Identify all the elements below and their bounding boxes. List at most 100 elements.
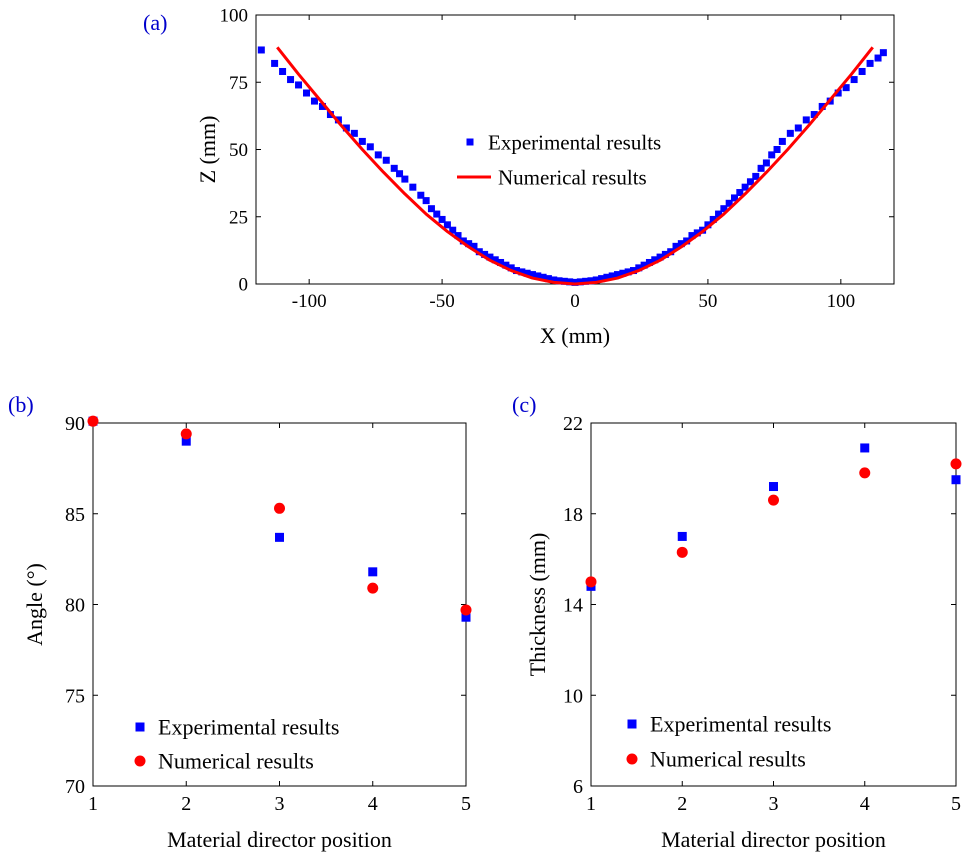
x-tick-label: 0 — [570, 291, 580, 312]
data-point-square — [810, 111, 818, 119]
data-point-square — [534, 272, 542, 280]
data-point-square — [818, 102, 826, 110]
y-tick-label: 25 — [229, 207, 248, 228]
data-point-square — [640, 261, 648, 269]
chart-b: 1 2 3 4 5 70 75 80 85 90 Material director positio… — [22, 413, 472, 852]
data-point-square — [715, 210, 723, 218]
data-point-circle — [768, 494, 779, 506]
data-point-square — [677, 531, 687, 541]
data-point-square — [683, 237, 691, 245]
y-tick-label: 18 — [563, 504, 583, 526]
legend-square-swatch — [466, 138, 474, 146]
data-point-square — [614, 271, 622, 279]
data-point-square — [587, 277, 595, 285]
data-point-square — [741, 183, 749, 191]
legend: Experimental results Numerical results — [134, 715, 339, 774]
series-experimental — [586, 443, 961, 591]
data-point-circle — [274, 502, 285, 514]
data-point-square — [271, 59, 279, 67]
data-point-square — [409, 183, 417, 191]
x-tick-label: 5 — [951, 793, 961, 815]
legend-label: Numerical results — [158, 749, 314, 774]
data-point-square — [443, 221, 451, 229]
data-point-square — [310, 97, 318, 105]
data-point-square — [374, 151, 382, 159]
data-point-square — [850, 76, 858, 84]
x-tick-label: 5 — [461, 793, 471, 815]
x-tick-label: 4 — [860, 793, 870, 815]
y-tick-label: 6 — [573, 776, 583, 798]
data-point-square — [497, 258, 505, 266]
data-point-square — [624, 268, 632, 276]
data-point-square — [603, 273, 611, 281]
data-point-square — [491, 256, 499, 264]
data-point-square — [427, 205, 435, 213]
y-tick-label: 70 — [65, 776, 85, 798]
data-point-square — [502, 261, 510, 269]
data-point-square — [951, 475, 961, 485]
data-point-square — [279, 67, 287, 75]
data-point-square — [433, 210, 441, 218]
data-point-square — [342, 124, 350, 132]
x-tick-label: 1 — [586, 793, 596, 815]
data-point-square — [762, 159, 770, 167]
legend-label: Experimental results — [488, 130, 661, 154]
x-tick-label: 1 — [88, 793, 98, 815]
data-point-square — [465, 240, 473, 248]
y-tick-label: 50 — [229, 140, 248, 161]
data-point-square — [874, 54, 882, 62]
data-point-circle — [460, 604, 472, 616]
data-point-square — [693, 229, 701, 237]
data-point-square — [470, 242, 478, 250]
data-point-square — [475, 248, 483, 256]
x-axis-label: Material director position — [167, 827, 392, 852]
data-point-square — [731, 194, 738, 202]
data-point-square — [358, 137, 366, 145]
x-tick-label: 3 — [275, 793, 285, 815]
data-point-square — [257, 46, 265, 54]
x-axis-label: X (mm) — [540, 323, 610, 348]
data-point-square — [866, 59, 874, 67]
legend-label: Numerical results — [650, 747, 806, 772]
data-point-square — [778, 137, 786, 145]
data-point-square — [757, 164, 765, 172]
chart-a: -100 -50 0 50 100 0 25 50 75 100 X (mm) Z (mm) Exper… — [195, 6, 895, 348]
y-tick-label: 75 — [65, 685, 85, 707]
data-point-square — [768, 151, 776, 159]
data-point-square — [802, 116, 810, 124]
data-point-square — [746, 178, 754, 186]
data-point-square — [736, 189, 744, 197]
data-point-square — [303, 89, 311, 97]
data-point-square — [486, 253, 494, 261]
data-point-circle — [859, 467, 871, 479]
data-point-square — [275, 532, 284, 542]
data-point-square — [513, 267, 521, 275]
data-point-square — [544, 275, 552, 283]
data-point-square — [834, 89, 842, 97]
y-axis-label: Z (mm) — [195, 116, 220, 184]
panel-label-c: (c) — [512, 392, 536, 417]
data-point-square — [879, 49, 887, 57]
data-point-square — [449, 226, 457, 234]
data-point-square — [566, 278, 574, 286]
data-point-square — [528, 271, 536, 279]
y-tick-label: 80 — [65, 595, 85, 617]
legend-label: Experimental results — [650, 712, 831, 737]
data-point-square — [422, 197, 430, 205]
data-point-square — [287, 76, 295, 84]
y-tick-label: 0 — [239, 275, 249, 296]
data-point-square — [752, 172, 760, 180]
data-point-square — [592, 276, 600, 284]
series-numerical — [585, 458, 962, 588]
series-experimental — [88, 416, 471, 622]
y-axis-label: Angle (°) — [22, 563, 47, 646]
data-point-square — [656, 253, 664, 261]
data-point-square — [571, 278, 579, 286]
legend-label: Experimental results — [158, 715, 339, 740]
data-point-square — [688, 232, 696, 240]
y-tick-label: 90 — [65, 413, 85, 435]
data-point-square — [560, 277, 568, 285]
data-point-square — [651, 256, 659, 264]
data-point-square — [842, 84, 850, 92]
